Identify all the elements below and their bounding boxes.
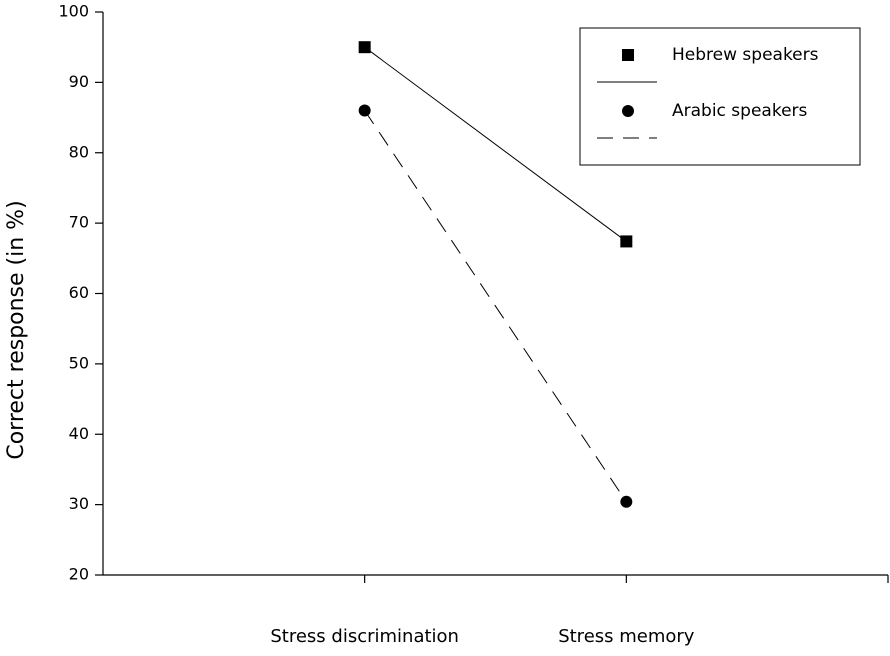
legend-marker xyxy=(622,49,634,61)
y-tick-label: 70 xyxy=(69,213,89,232)
y-tick-label: 40 xyxy=(69,424,89,443)
data-point xyxy=(620,495,633,508)
series-line xyxy=(364,46,627,242)
x-tick-label: Stress memory xyxy=(558,626,695,647)
data-point xyxy=(358,104,371,117)
data-point xyxy=(358,41,371,54)
y-tick-label: 50 xyxy=(69,353,89,372)
y-tick-label: 100 xyxy=(58,2,89,21)
y-tick-label: 90 xyxy=(69,72,89,91)
legend-label: Hebrew speakers xyxy=(672,45,819,65)
legend-label: Arabic speakers xyxy=(672,101,808,121)
series-line xyxy=(364,110,627,503)
data-point xyxy=(620,235,633,248)
y-tick-label: 30 xyxy=(69,494,89,513)
y-tick-label: 80 xyxy=(69,142,89,161)
x-tick-label: Stress discrimination xyxy=(270,626,459,647)
y-tick-label: 20 xyxy=(69,565,89,584)
y-axis-label: Correct response (in %) xyxy=(4,200,29,459)
legend-marker xyxy=(622,105,634,117)
y-tick-label: 60 xyxy=(69,283,89,302)
